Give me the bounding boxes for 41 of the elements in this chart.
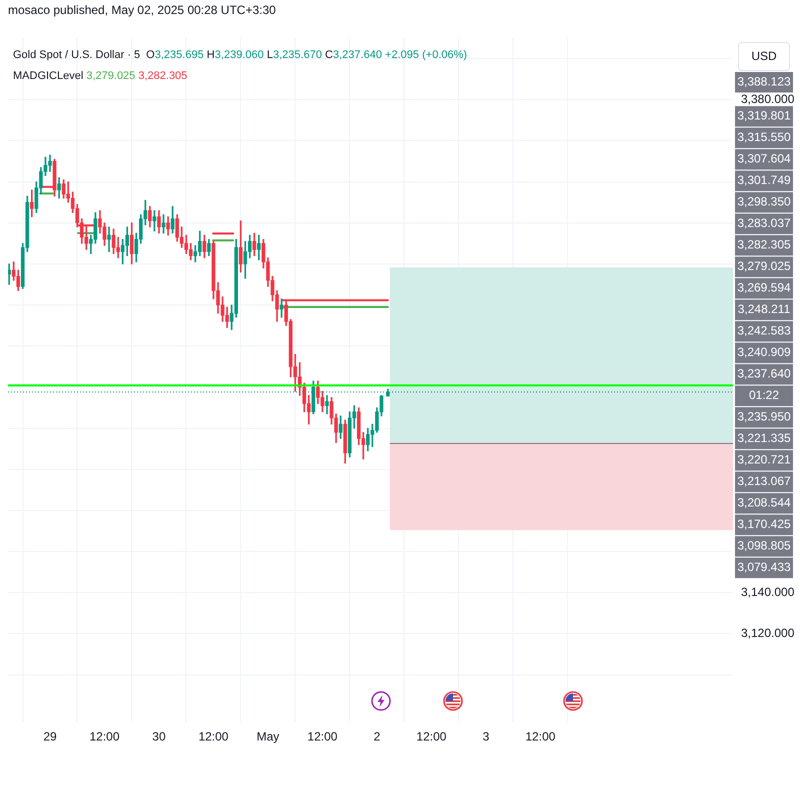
text: 3,242.583: [737, 324, 792, 338]
y-axis-title: USD: [738, 42, 790, 71]
x-tick-label: 30: [152, 730, 166, 744]
x-tick-label: 2: [374, 730, 381, 744]
text: 01:22: [748, 388, 780, 402]
x-tick-label: 12:00: [307, 730, 338, 744]
y-tick-label: 3,140.000: [741, 584, 795, 599]
text: 3,079.433: [737, 560, 792, 574]
text: 3,098.805: [737, 538, 792, 553]
x-tick-label: 12:00: [416, 730, 447, 744]
y-tick-label: 3,120.000: [741, 626, 795, 640]
text: 3,248.211: [738, 302, 791, 316]
text: mosaco published, May 02, 2025 00:28 UTC+3:30: [8, 3, 276, 18]
x-tick-label: May: [256, 730, 280, 744]
text: 3,237.640: [737, 366, 792, 381]
x-tick-label: 29: [43, 730, 57, 744]
text: 3,170.425: [737, 517, 792, 532]
text: 3,307.604: [737, 152, 792, 166]
text: 3,301.749: [737, 173, 792, 188]
text: 3,221.335: [737, 431, 792, 446]
x-tick-label: 12:00: [89, 730, 120, 744]
text: 3,283.037: [737, 216, 792, 230]
text: O3,235.695 H3,239.060 L3,235.670 C3,237.640 +2.095 (+0.06%): [146, 49, 468, 61]
x-tick-label: 3: [482, 730, 490, 744]
annotation: MADGICLevel 3,279.025 3,282.305: [13, 70, 188, 82]
text: 3,269.594: [737, 280, 792, 295]
x-tick-label: 12:00: [525, 730, 556, 744]
y-tick-label: 3,380.000: [741, 92, 795, 106]
text: 3,388.123: [737, 74, 792, 89]
text: 3,220.721: [737, 452, 792, 467]
text: 3,235.950: [737, 410, 792, 424]
text: 3,240.909: [737, 345, 792, 360]
x-tick-label: 12:00: [198, 730, 229, 744]
text: 3,208.544: [737, 496, 792, 510]
text: Gold Spot / U.S. Dollar · 5: [13, 49, 140, 61]
text: 3,315.550: [737, 130, 792, 144]
text: 3,282.305: [737, 238, 792, 252]
text: 3,319.801: [737, 108, 792, 123]
text: 3,213.067: [737, 474, 792, 488]
text: 3,279.025: [737, 259, 792, 274]
text: 3,298.350: [737, 194, 792, 209]
